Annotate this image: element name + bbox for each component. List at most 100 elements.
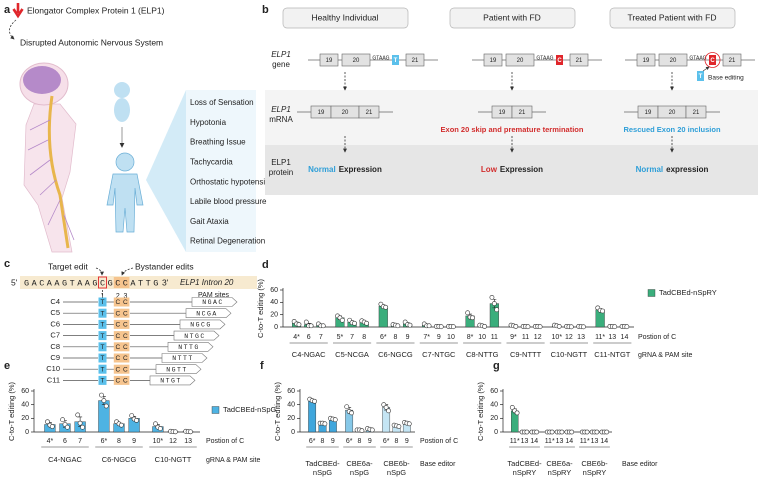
bystander-base: C [123, 310, 128, 317]
exon-label: 20 [342, 110, 349, 116]
data-point [537, 324, 543, 330]
row-label: Base editor [420, 461, 456, 468]
pam: NTGC [184, 333, 206, 340]
edited-base [697, 71, 704, 81]
panel-letter: g [493, 360, 500, 372]
edited-box [98, 375, 107, 385]
category-label: 6* [346, 438, 353, 445]
row-label: Postion of C [638, 334, 676, 341]
protein-level: Normal Expression [308, 165, 382, 174]
category-label: 9 [437, 334, 441, 341]
y-tick-label: 60 [21, 388, 29, 395]
data-point [383, 304, 389, 310]
y-tick-label: 20 [490, 415, 498, 422]
group-label: C9-NTTT [509, 350, 542, 359]
guide-name: C9 [50, 353, 60, 362]
group-label: CBE6b- nSpRY [581, 459, 608, 477]
data-point [99, 392, 104, 398]
group-label: TadCBEd- nSpG [305, 459, 340, 477]
bystander-box [113, 364, 122, 374]
data-point [438, 324, 444, 330]
y-axis-label: C-to-T editing (%) [256, 278, 265, 338]
category-label: 13 [184, 438, 192, 445]
pam: NTTT [172, 355, 194, 362]
five-prime: 5' [11, 277, 18, 287]
data-point [322, 421, 328, 427]
category-label: 11 [522, 334, 529, 341]
splice-base [709, 55, 716, 65]
pam: NGTT [166, 366, 188, 373]
category-label: 4* [293, 334, 300, 341]
splice-base [556, 55, 563, 65]
guide-name: C7 [50, 331, 60, 340]
exon-label: 19 [326, 58, 333, 64]
y-tick-label: 40 [490, 402, 498, 409]
group-label: CBE6a- nSpG [346, 459, 373, 477]
bystander-box [113, 308, 122, 318]
position-number: 1 [101, 293, 105, 300]
bystander-base: C [115, 333, 120, 340]
bystander-base: C [115, 299, 120, 306]
y-axis-label: C-to-T editing (%) [476, 381, 485, 441]
bystander-base: C [123, 355, 128, 362]
edited-box [98, 319, 107, 329]
edited-box [98, 308, 107, 318]
row-symbol: ELP1 [271, 158, 291, 167]
guide-name: C10 [46, 364, 60, 373]
bystander-base: C [123, 299, 128, 306]
data-point [386, 408, 391, 414]
data-point [119, 422, 124, 428]
bystander-box [121, 353, 130, 363]
group-label: C6-NGCG [378, 350, 413, 359]
exon-label: 19 [318, 110, 325, 116]
bystander-box [113, 319, 122, 329]
exon [569, 53, 589, 67]
exon-label: 20 [353, 58, 360, 64]
pam: NTTG [178, 344, 200, 351]
category-label: 10 [478, 334, 486, 341]
bystander-box [121, 277, 130, 288]
exon-label: 19 [499, 110, 506, 116]
guide-name: C4 [50, 297, 60, 306]
category-label: 13 [608, 334, 616, 341]
bystander-base: C [115, 310, 120, 317]
data-point [569, 429, 575, 435]
category-label: 6 [63, 438, 67, 445]
group-label: C6-NGCG [101, 455, 137, 464]
mrna-note: Exon 20 skip and premature termination [441, 125, 584, 134]
data-point [407, 322, 413, 328]
row-symbol: ELP1 [271, 50, 291, 59]
legend-label: TadCBEd-nSpRY [659, 288, 717, 297]
y-axis-label: C-to-T editing (%) [7, 381, 16, 441]
category-label: 8 [321, 438, 325, 445]
edited-base: T [101, 378, 105, 385]
symptom: Orthostatic hypotension [190, 177, 274, 186]
edit-arrow [702, 66, 710, 72]
category-label: 10 [447, 334, 455, 341]
edited-box [98, 342, 107, 352]
category-label: 11* [580, 438, 590, 445]
spine [47, 95, 70, 249]
category-label: 13 [591, 438, 599, 445]
row-label: Postion of C [206, 438, 244, 445]
target-arrow [95, 267, 104, 276]
data-point [624, 324, 630, 330]
exon-label: 20 [517, 58, 524, 64]
protein-row [265, 145, 758, 195]
guide-name: C8 [50, 342, 60, 351]
edited-box [98, 331, 107, 341]
y-tick-label: 20 [270, 312, 278, 319]
edited-box [98, 353, 107, 363]
data-point [604, 429, 610, 435]
exon [511, 105, 533, 119]
category-label: 11* [595, 334, 605, 341]
data-point [524, 429, 530, 435]
data-point [369, 427, 375, 433]
pam-arrow [149, 375, 196, 386]
gene: 19 20 GTAAG C 21 [472, 53, 602, 67]
data-point [406, 421, 412, 427]
pam-title: PAM sites [198, 292, 229, 299]
column-title: Patient with FD [483, 12, 541, 22]
